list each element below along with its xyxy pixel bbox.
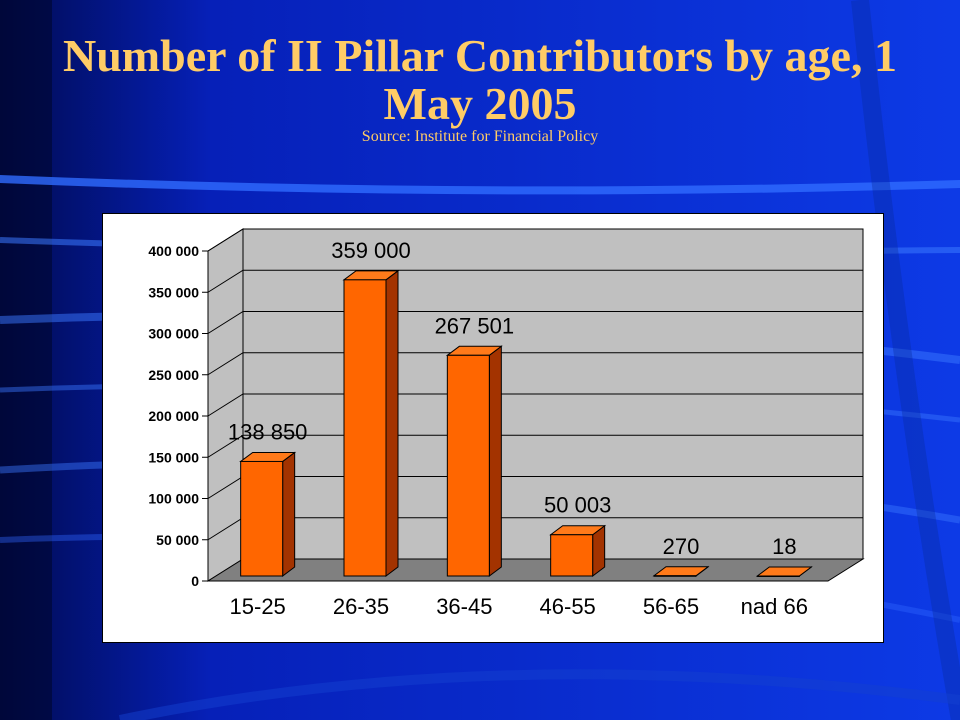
y-tick-label: 400 000 — [148, 243, 199, 259]
slide-title: Number of II Pillar Contributors by age,… — [63, 30, 897, 129]
y-gridline — [207, 434, 863, 458]
data-label: 138 850 — [228, 419, 308, 444]
bar-side — [488, 345, 502, 577]
bar — [550, 534, 594, 577]
x-category-label: 36-45 — [436, 594, 492, 619]
y-tick-label: 350 000 — [148, 284, 199, 300]
y-tick-label: 50 000 — [156, 532, 199, 548]
x-category-label: 46-55 — [540, 594, 596, 619]
y-gridline — [207, 393, 863, 417]
y-gridline — [207, 352, 863, 376]
data-label: 267 501 — [435, 313, 515, 338]
x-category-label: nad 66 — [741, 594, 808, 619]
data-label: 50 003 — [544, 493, 611, 518]
y-gridline — [207, 311, 863, 334]
y-tick-label: 200 000 — [148, 408, 199, 424]
y-gridline — [207, 269, 863, 293]
source-note: Source: Institute for Financial Policy — [361, 128, 599, 145]
bar — [653, 575, 697, 577]
chart-panel: 0 50 000 100 000 150 000 200 000 250 000 300 0… — [102, 213, 884, 643]
y-tick-label: 300 000 — [148, 326, 199, 342]
bar-chart: 0 50 000 100 000 150 000 200 000 250 000 300 0… — [148, 228, 865, 619]
bar — [343, 279, 387, 577]
y-gridline — [207, 228, 863, 252]
data-label: 270 — [663, 534, 700, 559]
y-tick-label: 250 000 — [148, 367, 199, 383]
bar — [756, 575, 800, 577]
bar — [446, 354, 490, 577]
x-category-label: 26-35 — [333, 594, 389, 619]
y-tick-label: 100 000 — [148, 491, 199, 507]
y-tick-label: 150 000 — [148, 449, 199, 465]
bar — [240, 460, 284, 577]
data-label: 359 000 — [331, 238, 411, 263]
x-category-label: 15-25 — [230, 594, 286, 619]
bar-side — [385, 269, 399, 577]
x-category-label: 56-65 — [643, 594, 699, 619]
y-tick-label: 0 — [191, 573, 199, 589]
bar-side — [282, 451, 296, 577]
data-label: 18 — [772, 534, 796, 559]
